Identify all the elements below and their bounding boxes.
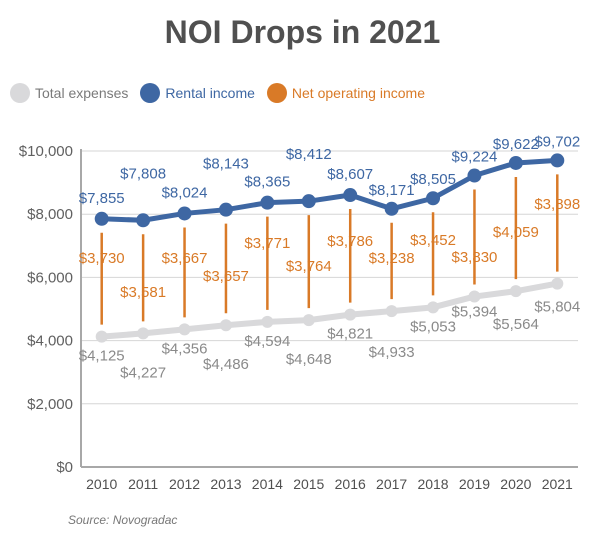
rental-data-label: $8,505 [410, 171, 456, 188]
expenses-data-label: $4,486 [203, 356, 249, 373]
expenses-data-label: $4,356 [162, 340, 208, 357]
rental-point [467, 168, 482, 183]
rental-point [550, 153, 565, 168]
x-tick-label: 2017 [376, 476, 407, 492]
y-tick-label: $0 [56, 459, 73, 476]
noi-data-label: $4,059 [493, 224, 539, 241]
x-tick-label: 2015 [293, 476, 324, 492]
y-tick-label: $10,000 [19, 143, 73, 160]
rental-point [136, 213, 151, 228]
noi-data-label: $3,898 [534, 196, 580, 213]
x-tick-label: 2010 [86, 476, 117, 492]
expenses-data-label: $5,804 [534, 299, 580, 316]
expenses-data-label: $4,125 [79, 348, 125, 365]
expenses-data-label: $5,564 [493, 316, 539, 333]
expenses-point [344, 308, 357, 321]
expenses-point [261, 315, 274, 328]
expenses-point [427, 301, 440, 314]
y-tick-label: $6,000 [27, 269, 73, 286]
noi-data-label: $3,238 [369, 250, 415, 267]
source-note: Source: Novogradac [68, 513, 178, 527]
rental-point [218, 202, 233, 217]
rental-data-label: $7,808 [120, 165, 166, 182]
rental-point [177, 206, 192, 221]
x-tick-label: 2020 [500, 476, 531, 492]
legend-dot-rental-income [140, 83, 161, 103]
rental-data-label: $8,024 [162, 184, 208, 201]
rental-data-label: $8,171 [369, 182, 415, 199]
x-tick-label: 2021 [542, 476, 573, 492]
expenses-data-label: $4,594 [244, 333, 290, 350]
y-tick-label: $8,000 [27, 206, 73, 223]
expenses-point [178, 323, 191, 336]
x-tick-label: 2011 [128, 476, 158, 492]
rental-point [260, 195, 275, 210]
noi-data-label: $3,730 [79, 250, 125, 267]
rental-data-label: $9,224 [452, 149, 498, 166]
noi-data-label: $3,667 [162, 250, 208, 267]
x-tick-label: 2019 [459, 476, 490, 492]
expenses-point [302, 314, 315, 327]
rental-data-label: $8,143 [203, 156, 249, 173]
expenses-point [137, 327, 150, 340]
x-tick-label: 2016 [335, 476, 366, 492]
expenses-data-label: $4,933 [369, 344, 415, 361]
expenses-data-label: $4,648 [286, 351, 332, 368]
legend-item-rental-income: Rental income [140, 83, 255, 103]
rental-point [508, 155, 523, 170]
y-tick-label: $2,000 [27, 396, 73, 413]
noi-data-label: $3,786 [327, 233, 373, 250]
rental-data-label: $8,607 [327, 166, 373, 183]
x-tick-label: 2012 [169, 476, 200, 492]
rental-point [94, 211, 109, 226]
noi-data-label: $3,764 [286, 258, 332, 275]
y-tick-label: $4,000 [27, 333, 73, 350]
x-tick-label: 2014 [252, 476, 283, 492]
expenses-point [219, 319, 232, 332]
legend-label-total-expenses: Total expenses [35, 85, 129, 101]
chart-title: NOI Drops in 2021 [164, 14, 441, 50]
legend: Total expenses Rental income Net operati… [10, 83, 437, 103]
legend-dot-total-expenses [10, 83, 30, 103]
rental-data-label: $7,855 [79, 190, 125, 207]
x-tick-label: 2018 [417, 476, 448, 492]
rental-data-label: $9,702 [534, 133, 580, 150]
noi-data-label: $3,771 [244, 235, 290, 252]
expenses-point [385, 305, 398, 318]
expenses-data-label: $4,821 [327, 326, 373, 343]
expenses-point [551, 277, 564, 290]
expenses-point [509, 285, 522, 298]
expenses-data-label: $4,227 [120, 364, 166, 381]
expenses-data-label: $5,053 [410, 318, 456, 335]
rental-data-label: $8,365 [244, 174, 290, 191]
legend-item-total-expenses: Total expenses [10, 83, 128, 103]
noi-data-label: $3,830 [452, 249, 498, 266]
rental-data-label: $9,622 [493, 136, 539, 153]
noi-data-label: $3,657 [203, 268, 249, 285]
legend-item-noi: Net operating income [266, 83, 425, 103]
noi-data-label: $3,581 [120, 284, 166, 301]
rental-point [426, 191, 441, 206]
legend-label-rental-income: Rental income [165, 85, 255, 101]
expenses-point [468, 290, 481, 303]
rental-point [301, 194, 316, 209]
rental-point [343, 188, 358, 203]
expenses-data-label: $5,394 [452, 304, 498, 321]
expenses-line [101, 280, 558, 340]
x-tick-label: 2013 [210, 476, 241, 492]
noi-data-label: $3,452 [410, 232, 456, 249]
legend-dot-noi [266, 83, 287, 103]
rental-point [384, 201, 399, 216]
legend-label-noi: Net operating income [291, 85, 425, 101]
rental-data-label: $8,412 [286, 146, 332, 163]
expenses-point [95, 330, 108, 343]
